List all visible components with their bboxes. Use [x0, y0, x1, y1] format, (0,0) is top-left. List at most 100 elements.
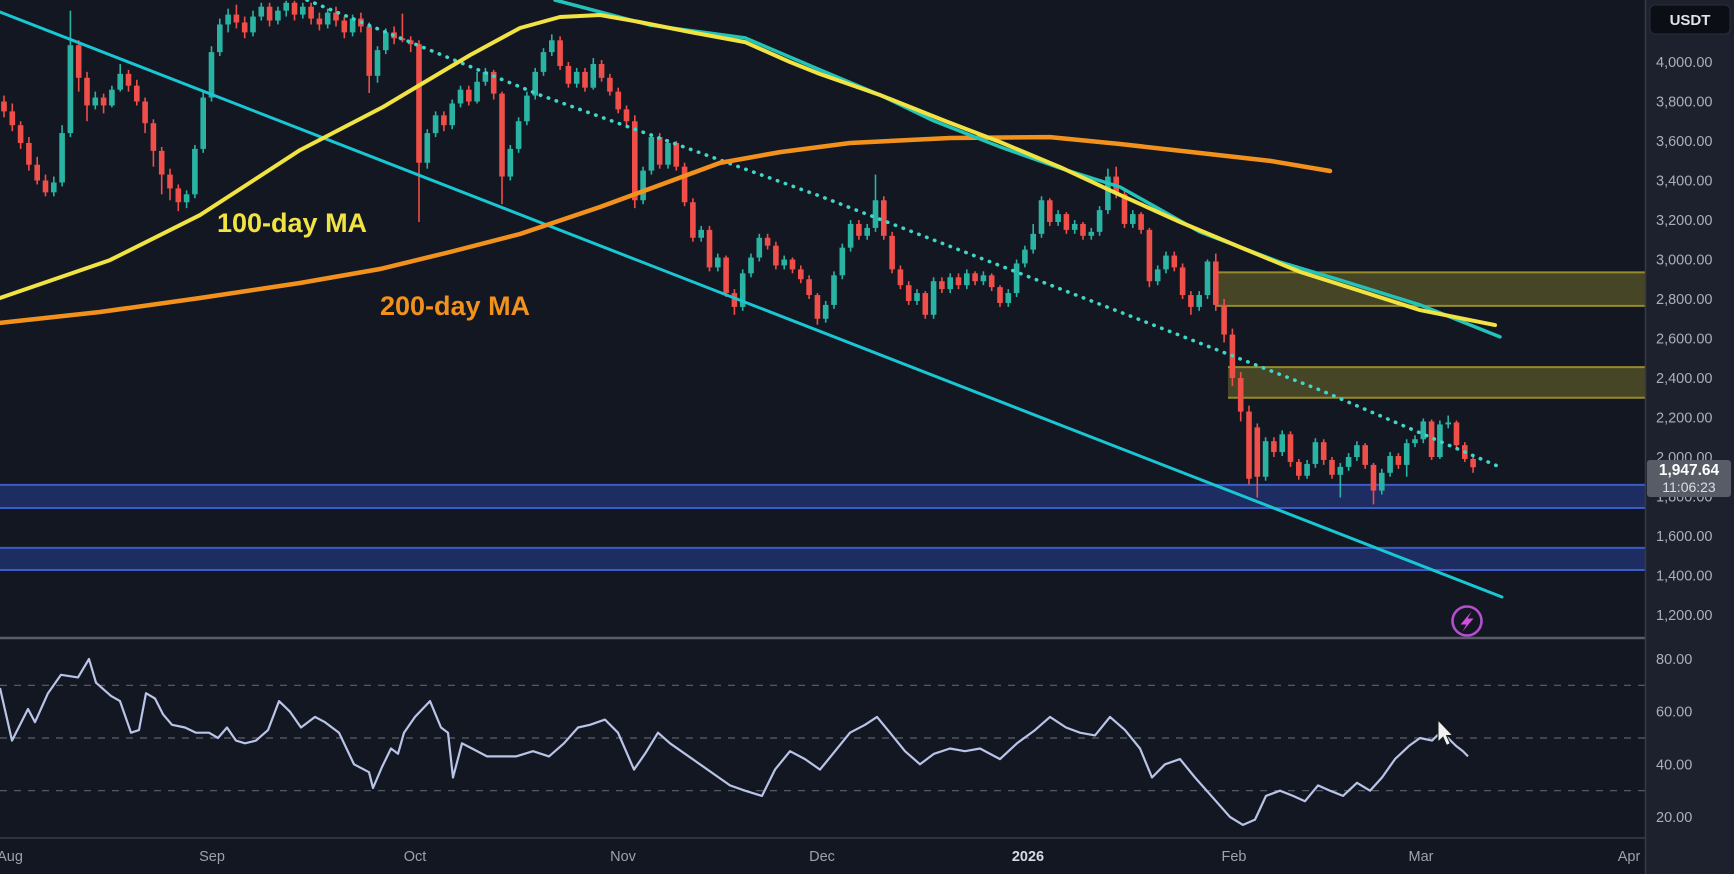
- price-tick-label: 3,600.00: [1656, 134, 1712, 150]
- candle-down: [399, 38, 406, 41]
- dotted-trendline: [305, 0, 1502, 469]
- candle-up: [515, 121, 522, 149]
- candle-down: [1063, 214, 1070, 230]
- candle-down: [1047, 200, 1053, 222]
- rsi-pane: [0, 657, 1645, 827]
- time-tick-label[interactable]: Apr: [1618, 849, 1641, 865]
- candle-up: [192, 148, 198, 195]
- candle-up: [1005, 293, 1012, 303]
- currency-badge[interactable]: USDT: [1649, 4, 1731, 35]
- candle-down: [988, 275, 995, 288]
- candle-down: [1395, 456, 1402, 465]
- candle-up: [217, 24, 223, 53]
- candle-up: [1038, 200, 1045, 234]
- price-tick-label: 2,200.00: [1656, 411, 1712, 427]
- candle-down: [1453, 422, 1460, 446]
- time-tick-label[interactable]: Feb: [1222, 849, 1247, 865]
- candle-down: [1146, 229, 1153, 282]
- candle-down: [789, 259, 796, 270]
- candle-up: [964, 273, 970, 286]
- candle-down: [466, 89, 472, 102]
- candle-down: [158, 150, 165, 175]
- candle-down: [889, 235, 895, 270]
- candle-down: [798, 269, 804, 280]
- rsi-line: [0, 657, 1469, 827]
- candle-up: [590, 63, 597, 88]
- time-tick-label[interactable]: Dec: [809, 849, 835, 865]
- candle-up: [864, 227, 870, 236]
- price-tick-label: 3,400.00: [1656, 174, 1712, 190]
- candle-down: [416, 44, 422, 163]
- price-tick-label: 1,600.00: [1656, 529, 1712, 545]
- candle-up: [872, 200, 879, 228]
- candle-down: [673, 142, 680, 167]
- candle-up: [324, 12, 331, 25]
- candle-up: [1412, 439, 1418, 444]
- candle-up: [449, 103, 455, 126]
- candle-up: [822, 304, 829, 319]
- candle-up: [549, 40, 555, 53]
- time-tick-label[interactable]: Nov: [610, 849, 637, 865]
- candle-down: [125, 73, 132, 86]
- price-tick-label: 3,800.00: [1656, 95, 1712, 111]
- ma-100-line: [0, 13, 1497, 328]
- candle-up: [698, 229, 704, 238]
- price-tick-label: 1,200.00: [1656, 608, 1712, 624]
- candle-up: [739, 273, 746, 307]
- rsi-tick-label: 80.00: [1656, 652, 1692, 668]
- candle-up: [914, 293, 920, 301]
- candle-up: [67, 45, 74, 134]
- candle-down: [42, 180, 49, 193]
- time-tick-label[interactable]: Sep: [199, 849, 225, 865]
- price-tick-label: 2,800.00: [1656, 292, 1712, 308]
- candle-up: [1445, 422, 1451, 425]
- candle-down: [856, 223, 862, 236]
- candle-up: [847, 223, 854, 248]
- candle-down: [1179, 267, 1186, 296]
- candle-up: [283, 2, 289, 11]
- ma100-annotation: 100-day MA: [217, 208, 367, 238]
- candle-down: [1246, 411, 1252, 479]
- time-tick-label[interactable]: Mar: [1409, 849, 1434, 865]
- candle-down: [308, 6, 314, 19]
- candle-up: [1304, 463, 1310, 476]
- candle-up: [208, 52, 215, 98]
- candle-up: [1312, 442, 1319, 464]
- candle-down: [75, 45, 82, 78]
- candle-down: [1121, 194, 1128, 224]
- candle-down: [1254, 427, 1261, 477]
- candle-down: [175, 188, 182, 203]
- last-price-countdown: 11:06:23: [1662, 479, 1716, 495]
- time-tick-label[interactable]: 2026: [1012, 849, 1044, 865]
- candle-up: [1071, 223, 1078, 230]
- support-band-lower: [0, 547, 1645, 570]
- candle-down: [1221, 304, 1227, 335]
- price-axis[interactable]: [1646, 0, 1734, 874]
- candle-up: [117, 73, 123, 90]
- flash-icon[interactable]: [1451, 605, 1483, 637]
- time-tick-label[interactable]: Oct: [404, 849, 427, 865]
- candle-up: [748, 257, 754, 274]
- candle-up: [540, 52, 547, 72]
- rsi-tick-label: 60.00: [1656, 705, 1692, 721]
- candle-down: [582, 71, 588, 88]
- candle-down: [1237, 378, 1244, 412]
- candle-up: [250, 16, 256, 33]
- candle-down: [1362, 445, 1368, 465]
- candle-up: [1022, 249, 1028, 264]
- candle-up: [1279, 434, 1285, 453]
- candle-up: [1055, 214, 1061, 222]
- candle-down: [690, 202, 696, 238]
- candle-down: [881, 200, 887, 236]
- candle-down: [706, 229, 713, 268]
- candle-down: [598, 63, 605, 78]
- candle-down: [233, 14, 240, 23]
- candle-down: [1080, 223, 1086, 236]
- candle-up: [507, 148, 514, 177]
- time-tick-label[interactable]: Aug: [0, 849, 23, 865]
- candle-down: [142, 101, 148, 124]
- support-band-upper: [0, 484, 1645, 508]
- candle-down: [623, 109, 630, 122]
